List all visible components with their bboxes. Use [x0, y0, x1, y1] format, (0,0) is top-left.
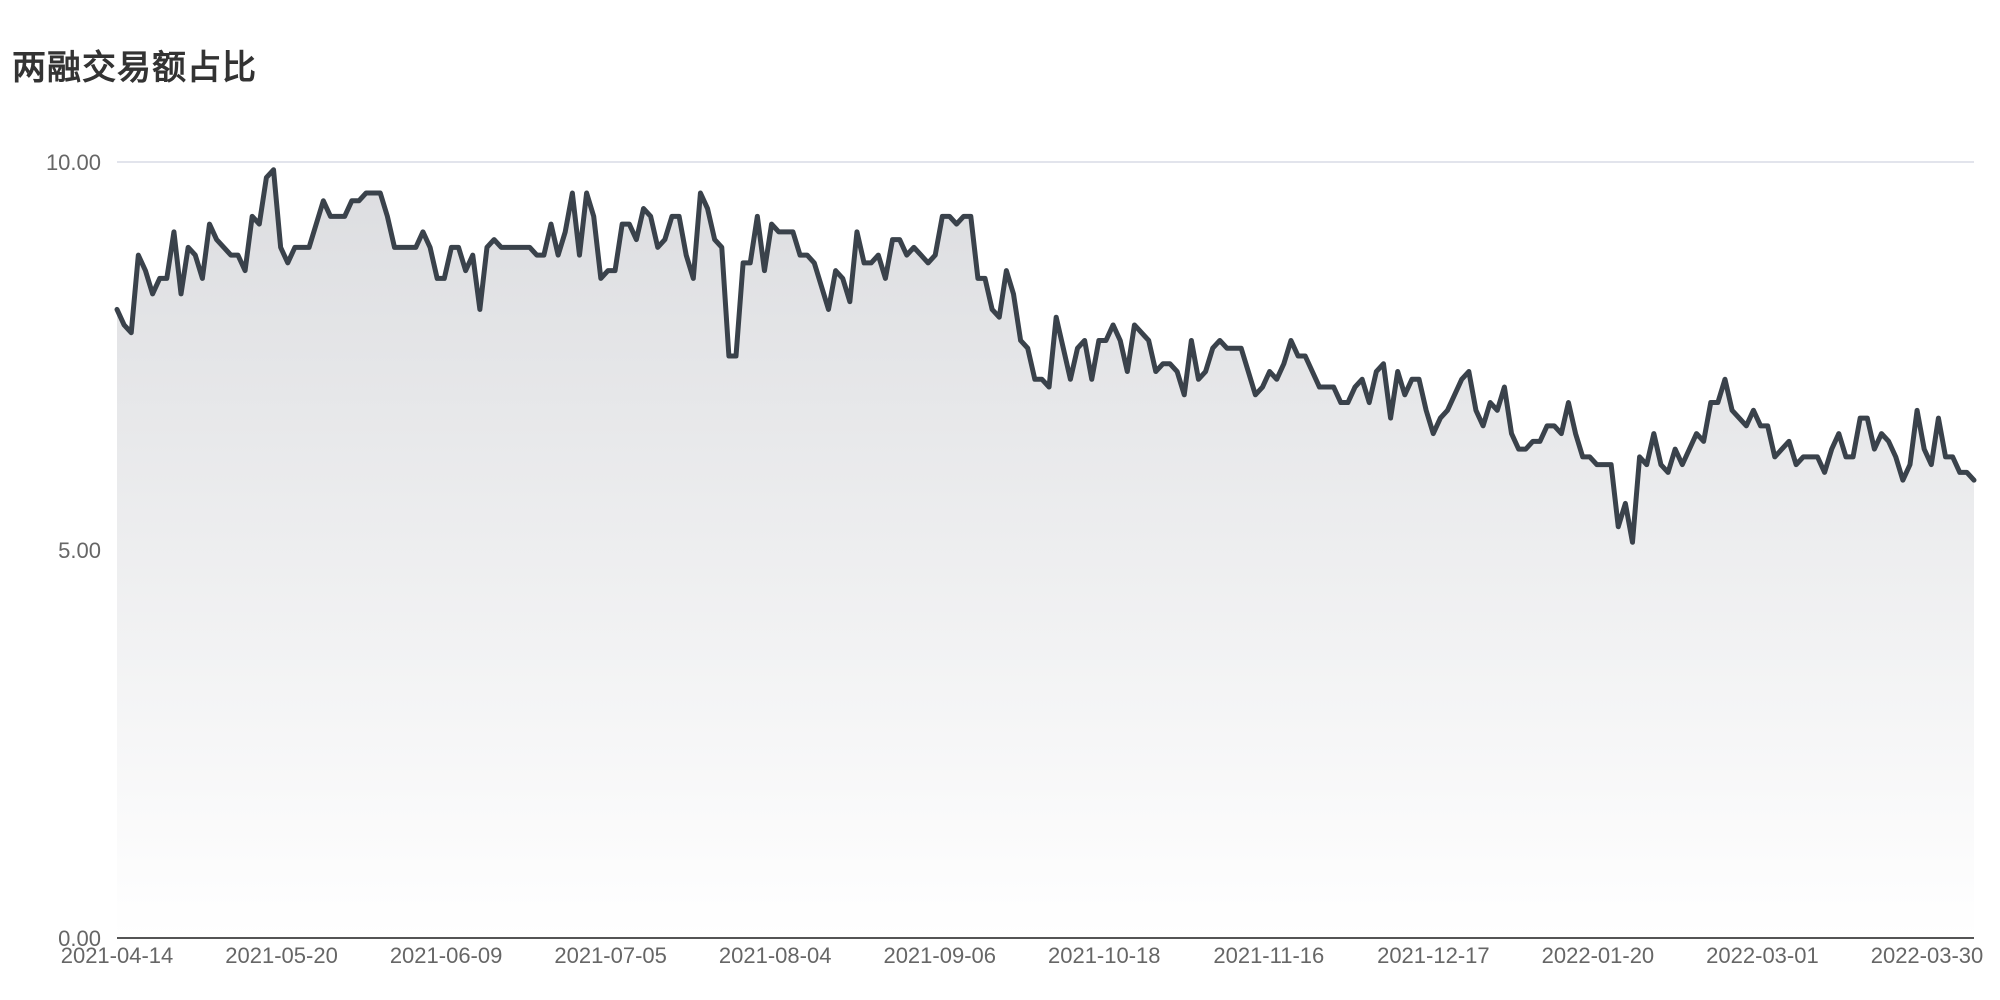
x-tick-label: 2021-06-09 [390, 943, 503, 968]
x-tick-label: 2021-09-06 [883, 943, 996, 968]
series-area [117, 169, 1974, 938]
x-tick-label: 2021-10-18 [1048, 943, 1161, 968]
y-tick-label: 10.00 [46, 150, 101, 175]
x-tick-label: 2022-01-20 [1542, 943, 1655, 968]
chart-title: 两融交易额占比 [12, 48, 257, 88]
x-tick-label: 2022-03-01 [1706, 943, 1819, 968]
x-tick-label: 2021-05-20 [225, 943, 338, 968]
x-tick-label: 2021-07-05 [554, 943, 667, 968]
x-tick-label: 2021-12-17 [1377, 943, 1490, 968]
y-tick-label: 0.00 [58, 926, 101, 951]
x-tick-label: 2021-11-16 [1213, 943, 1324, 968]
x-tick-label: 2022-03-30 [1871, 943, 1984, 968]
y-tick-label: 5.00 [58, 538, 101, 563]
x-tick-label: 2021-04-14 [61, 943, 174, 968]
series-line [114, 167, 1977, 545]
x-tick-label: 2021-08-04 [719, 943, 832, 968]
